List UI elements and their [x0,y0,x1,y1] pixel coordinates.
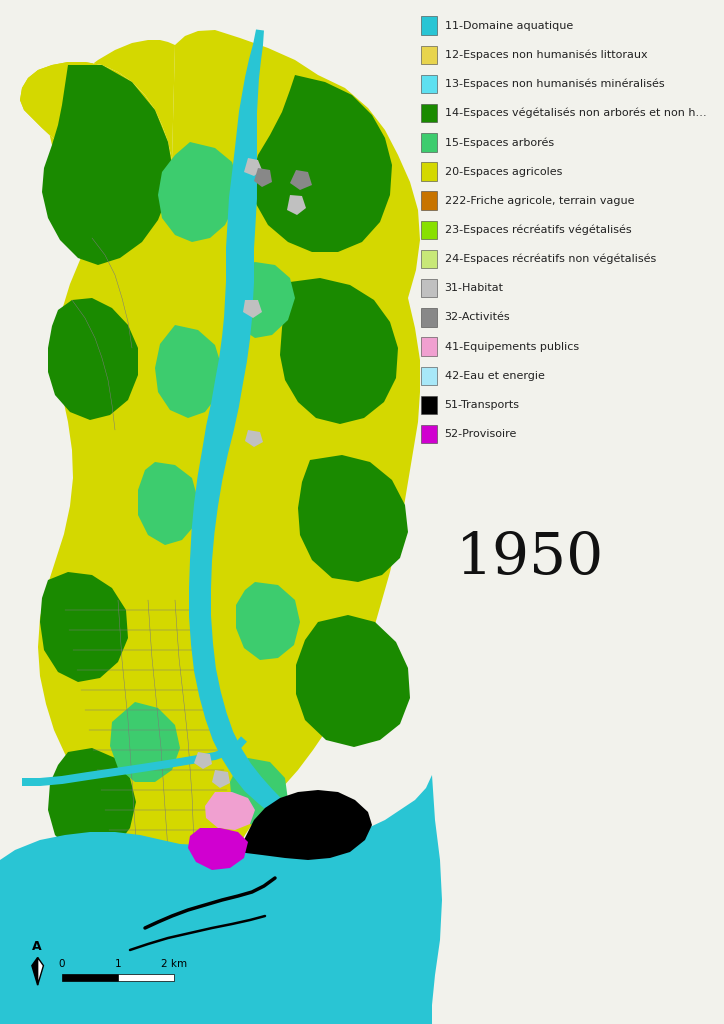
Text: 23-Espaces récréatifs végétalisés: 23-Espaces récréatifs végétalisés [445,224,631,236]
PathPatch shape [244,158,262,176]
Text: 15-Espaces arborés: 15-Espaces arborés [445,137,554,147]
Text: 14-Espaces végétalisés non arborés et non h…: 14-Espaces végétalisés non arborés et no… [445,108,706,119]
PathPatch shape [238,790,372,860]
Text: 41-Equipements publics: 41-Equipements publics [445,342,578,351]
Text: 222-Friche agricole, terrain vague: 222-Friche agricole, terrain vague [445,196,634,206]
PathPatch shape [22,736,247,786]
PathPatch shape [290,170,312,190]
PathPatch shape [189,30,308,831]
PathPatch shape [188,828,248,870]
Text: 1950: 1950 [456,530,605,586]
Text: 31-Habitat: 31-Habitat [445,284,503,293]
PathPatch shape [194,752,212,769]
PathPatch shape [155,325,222,418]
PathPatch shape [48,298,138,420]
PathPatch shape [0,775,442,1024]
Text: 32-Activités: 32-Activités [445,312,510,323]
PathPatch shape [296,615,410,746]
Text: 42-Eau et energie: 42-Eau et energie [445,371,544,381]
Text: 20-Espaces agricoles: 20-Espaces agricoles [445,167,562,176]
Text: 24-Espaces récréatifs non végétalisés: 24-Espaces récréatifs non végétalisés [445,254,656,264]
PathPatch shape [245,430,263,447]
PathPatch shape [205,792,255,830]
PathPatch shape [20,40,175,193]
Text: 11-Domaine aquatique: 11-Domaine aquatique [445,20,573,31]
PathPatch shape [243,300,262,318]
PathPatch shape [118,860,185,936]
Text: 12-Espaces non humanisés littoraux: 12-Espaces non humanisés littoraux [445,49,647,60]
Text: 0: 0 [59,958,64,969]
PathPatch shape [287,195,306,215]
PathPatch shape [298,455,408,582]
Text: A: A [32,940,41,953]
Text: 13-Espaces non humanisés minéralisés: 13-Espaces non humanisés minéralisés [445,79,664,89]
PathPatch shape [254,168,272,187]
PathPatch shape [212,770,230,788]
PathPatch shape [42,65,172,265]
PathPatch shape [230,758,288,828]
PathPatch shape [48,748,136,858]
PathPatch shape [110,702,180,782]
PathPatch shape [20,30,432,1016]
Text: 51-Transports: 51-Transports [445,400,520,410]
PathPatch shape [280,278,398,424]
Text: 2 km: 2 km [161,958,187,969]
PathPatch shape [40,572,128,682]
PathPatch shape [158,142,238,242]
Text: 1: 1 [114,958,121,969]
PathPatch shape [232,262,295,338]
PathPatch shape [252,75,392,252]
PathPatch shape [138,462,198,545]
PathPatch shape [257,993,267,1011]
PathPatch shape [236,582,300,660]
Text: 52-Provisoire: 52-Provisoire [445,429,517,439]
